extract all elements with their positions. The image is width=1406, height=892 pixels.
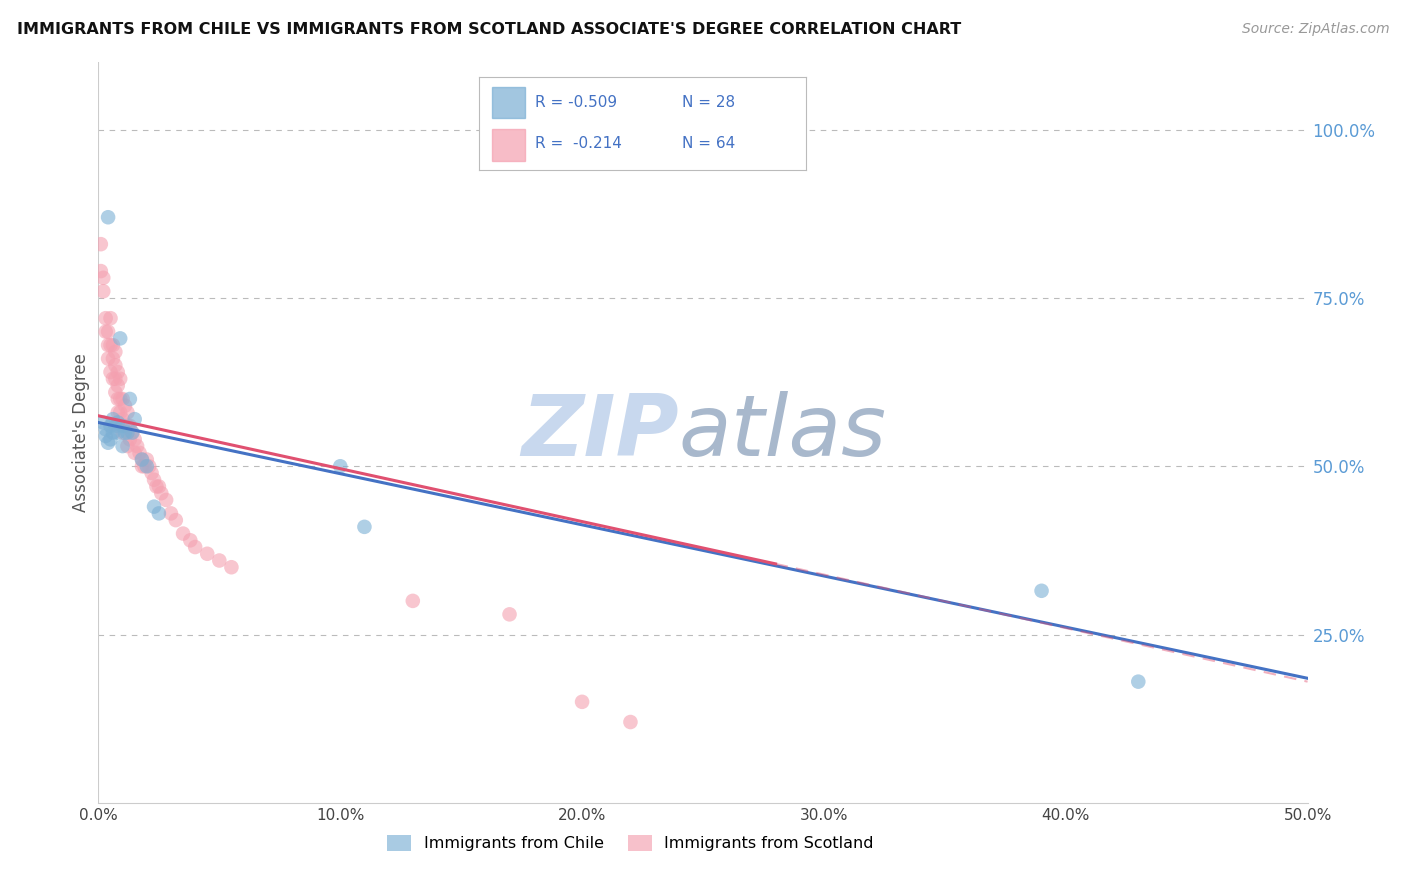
Point [94,422,117,436]
Point [97,338,120,352]
Point [221,560,243,574]
Point [114,399,136,413]
Point [108,392,131,406]
Point [107,378,129,392]
Point [108,405,131,419]
Point [208,553,231,567]
Point [118,392,141,406]
Point [160,507,183,521]
Point [184,540,207,554]
Point [117,418,139,433]
Point [91,416,114,430]
Point [143,473,166,487]
Point [107,416,129,430]
Point [100,365,122,379]
Legend: Immigrants from Chile, Immigrants from Scotland: Immigrants from Chile, Immigrants from S… [381,829,880,858]
Point [101,351,124,366]
Point [101,372,124,386]
Point [118,418,141,433]
Point [101,338,124,352]
Point [402,594,425,608]
Point [111,412,134,426]
Point [111,418,134,433]
Point [329,459,352,474]
Point [1031,583,1053,598]
Point [172,526,194,541]
Point [107,392,129,406]
Point [97,325,120,339]
Point [131,452,153,467]
Point [91,285,114,299]
Point [150,486,173,500]
Point [107,365,129,379]
Point [145,479,167,493]
Point [619,714,641,729]
Point [100,338,122,352]
Point [101,425,124,440]
Point [91,270,114,285]
Point [498,607,520,622]
Point [143,500,166,514]
Point [131,452,153,467]
Text: Source: ZipAtlas.com: Source: ZipAtlas.com [1241,22,1389,37]
Text: IMMIGRANTS FROM CHILE VS IMMIGRANTS FROM SCOTLAND ASSOCIATE'S DEGREE CORRELATION: IMMIGRANTS FROM CHILE VS IMMIGRANTS FROM… [17,22,962,37]
Point [179,533,201,548]
Point [121,425,143,440]
Point [111,439,134,453]
Point [108,331,131,345]
Point [135,459,157,474]
Point [111,425,134,440]
Point [118,433,141,447]
Point [117,405,139,419]
Point [107,425,129,440]
Point [107,405,129,419]
Point [90,237,112,252]
Point [100,433,122,447]
Point [138,459,160,474]
Point [135,452,157,467]
Point [97,351,120,366]
Point [101,412,124,426]
Point [94,429,117,443]
Point [134,459,156,474]
Point [104,372,127,386]
Point [94,325,117,339]
Point [128,446,150,460]
Point [108,372,131,386]
Point [94,311,117,326]
Point [104,418,127,433]
Point [148,479,170,493]
Point [104,385,127,400]
Point [127,439,149,453]
Point [1128,674,1150,689]
Point [131,459,153,474]
Point [155,492,177,507]
Point [114,418,136,433]
Point [121,425,143,440]
Point [100,311,122,326]
Text: ZIP: ZIP [522,391,679,475]
Point [90,264,112,278]
Point [124,433,146,447]
Point [124,412,146,426]
Text: atlas: atlas [679,391,887,475]
Point [114,425,136,440]
Point [141,466,163,480]
Point [195,547,218,561]
Y-axis label: Associate's Degree: Associate's Degree [72,353,90,512]
Point [165,513,187,527]
Point [104,344,127,359]
Point [117,439,139,453]
Point [97,211,120,225]
Point [571,695,593,709]
Point [124,446,146,460]
Point [117,425,139,440]
Point [353,520,375,534]
Point [148,507,170,521]
Point [104,359,127,373]
Point [111,392,134,406]
Point [100,418,122,433]
Point [97,435,120,450]
